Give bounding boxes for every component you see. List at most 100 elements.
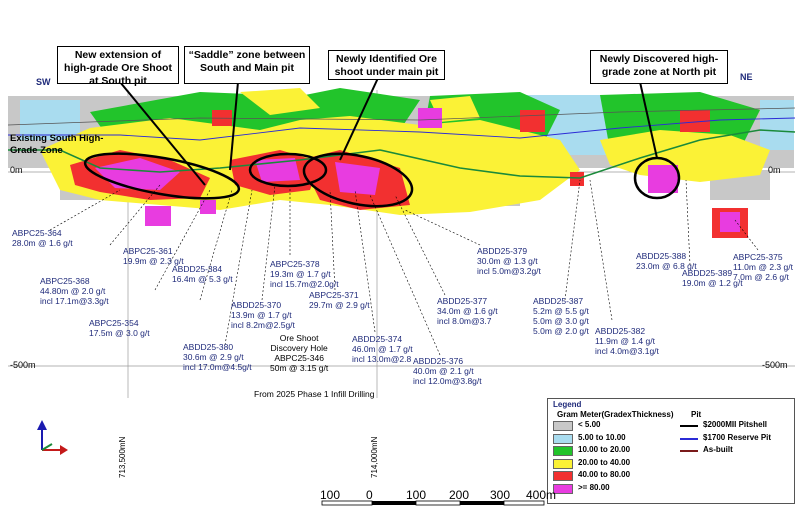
drill-hole-id: ABDD25-377 [437,296,488,306]
drill-hole-intercept: 34.0m @ 1.6 g/t [437,306,498,316]
drill-hole-label: ABPC25-375 11.0m @ 2.3 g/t 7.0m @ 2.6 g/t [733,252,793,282]
drill-hole-intercept: incl 17.0m@4.5g/t [183,362,252,372]
drill-hole-intercept: 5.0m @ 3.0 g/t [533,316,589,326]
drill-hole-id: ABDD25-387 [533,296,584,306]
callout-saddle-zone: “Saddle” zone between South and Main pit [184,46,310,84]
discovery-hole-label: Ore Shoot Discovery Hole ABPC25-346 50m @ 3… [270,333,328,373]
legend-swatch [553,458,573,469]
drill-hole-id: ABPC25-371 [309,290,359,300]
legend-grade-label: 10.00 to 20.00 [578,445,631,454]
drill-hole-label: ABDD25-376 40.0m @ 2.1 g/t incl 12.0m@3.8g… [413,356,482,386]
drill-hole-intercept: 40.0m @ 2.1 g/t [413,366,474,376]
program-note: From 2025 Phase 1 Infill Drilling [254,389,375,399]
drill-hole-id: ABPC25-375 [733,252,783,262]
legend-swatch [553,421,573,431]
drill-hole-intercept: 19.0m @ 1.2 g/t [682,278,743,288]
scale-tick-label: 100 [320,488,341,502]
legend-grade-label: 5.00 to 10.00 [578,432,626,442]
legend-grade-label: 20.00 to 40.00 [578,457,631,467]
drill-hole-intercept: 30.0m @ 1.3 g/t [477,256,538,266]
drill-hole-intercept: 13.9m @ 1.7 g/t [231,310,292,320]
legend-pit-label: $2000MII Pitshell [703,420,768,429]
legend-grade-label: 40.00 to 80.00 [578,470,631,479]
drill-hole-id: ABDD25-376 [413,356,464,366]
drill-hole-label: ABPC25-364 28.0m @ 1.6 g/t [12,228,73,248]
scale-tick-label: 200 [449,488,470,502]
elevation-500-right: -500m [762,360,788,370]
drill-hole-label: ABDD25-379 30.0m @ 1.3 g/t incl 5.0m@3.2g/… [477,246,541,276]
scale-tick-label: 100 [406,488,427,502]
drill-hole-id: ABPC25-378 [270,259,320,269]
legend-swatch [553,471,573,481]
drill-hole-intercept: 16.4m @ 5.3 g/t [172,274,233,284]
callout-main-ore-shoot: Newly Identified Ore shoot under main pi… [328,50,445,80]
legend: Legend Gram Meter(GradexThickness) Pit <… [547,398,795,504]
coord-mid-label: 714,000mN [370,436,379,478]
callout-south-extension: New extension of high-grade Ore Shoot at… [57,46,179,87]
drill-hole-intercept: 30.6m @ 2.9 g/t [183,352,244,362]
drill-hole-intercept: 19.3m @ 1.7 g/t [270,269,331,279]
drill-hole-intercept: 44.80m @ 2.0 g/t [40,286,106,296]
callout-north-zone: Newly Discovered high-grade zone at Nort… [590,50,728,84]
drill-hole-label: ABPC25-354 17.5m @ 3.0 g/t [89,318,150,338]
legend-pit-label: $1700 Reserve Pit [703,432,772,442]
legend-pit-line [680,437,698,440]
legend-grade-label: < 5.00 [578,420,601,429]
drill-hole-label: ABDD25-370 13.9m @ 1.7 g/t incl 8.2m@2.5g/… [231,300,295,330]
coord-left-label: 713,500mN [118,436,127,478]
drill-hole-id: ABDD25-379 [477,246,528,256]
drill-hole-intercept: incl 5.0m@3.2g/t [477,266,541,276]
legend-subtitle: Gram Meter(GradexThickness) [557,410,674,419]
drill-hole-intercept: 11.0m @ 2.3 g/t [733,262,793,272]
drill-hole-intercept: 19.9m @ 2.3 g/t [123,256,184,266]
scale-tick-label: 400m [526,488,557,502]
drill-hole-id: ABDD25-388 [636,251,687,261]
discovery-line: 50m @ 3.15 g/t [270,363,329,373]
orientation-arrows-icon [37,420,68,455]
drill-traces [49,179,759,356]
elevation-0-right: 0m [768,165,781,175]
drill-hole-intercept: incl 13.0m@2.8 [352,354,412,364]
sw-label: SW [36,77,51,87]
drill-hole-label: ABDD25-384 16.4m @ 5.3 g/t [172,264,233,284]
legend-pit-label: As-built [703,445,733,454]
zone-ellipses [83,152,681,208]
drill-hole-id: ABPC25-361 [123,246,173,256]
existing-zone-label: Existing South High-Grade Zone [10,133,104,156]
drill-hole-intercept: incl 8.2m@2.5g/t [231,320,295,330]
legend-grade-label: >= 80.00 [578,482,610,492]
drill-hole-intercept: 11.9m @ 1.4 g/t [595,336,655,346]
drill-hole-intercept: incl 4.0m@3.1g/t [595,346,659,356]
drill-hole-intercept: 17.5m @ 3.0 g/t [89,328,150,338]
drill-hole-label: ABDD25-380 30.6m @ 2.9 g/t incl 17.0m@4.5g… [183,342,252,372]
legend-pit-title: Pit [691,410,702,419]
drill-hole-id: ABDD25-370 [231,300,282,310]
callout-pointers [119,77,658,186]
drill-hole-id: ABDD25-380 [183,342,234,352]
drill-hole-intercept: incl 8.0m@3.7 [437,316,492,326]
drill-hole-label: ABDD25-374 46.0m @ 1.7 g/t incl 13.0m@2.8 [352,334,413,364]
legend-title: Legend [553,400,582,409]
elevation-0-left: 0m [10,165,23,175]
drill-hole-intercept: 5.2m @ 5.5 g/t [533,306,589,316]
drill-hole-label: ABDD25-388 23.0m @ 6.8 g/t [636,251,697,271]
ne-label: NE [740,72,753,82]
drill-hole-label: ABDD25-389 19.0m @ 1.2 g/t [682,268,743,288]
drill-hole-label: ABPC25-371 29.7m @ 2.9 g/t [309,290,370,310]
scale-bar [321,500,545,506]
drill-hole-intercept: 5.0m @ 2.0 g/t [533,326,589,336]
drill-hole-intercept: 28.0m @ 1.6 g/t [12,238,73,248]
legend-swatch [553,433,573,444]
drill-hole-intercept: 7.0m @ 2.6 g/t [733,272,789,282]
drill-hole-label: ABPC25-378 19.3m @ 1.7 g/t incl 15.7m@2.0g… [270,259,339,289]
drill-hole-label: ABPC25-361 19.9m @ 2.3 g/t [123,246,184,266]
elevation-500-left: -500m [10,360,36,370]
drill-hole-id: ABPC25-354 [89,318,139,328]
drill-hole-id: ABPC25-364 [12,228,62,238]
legend-swatch [553,446,573,456]
discovery-line: Discovery Hole [270,343,328,353]
drill-hole-label: ABPC25-368 44.80m @ 2.0 g/t incl 17.1m@3.3… [40,276,109,306]
drill-hole-label: ABDD25-387 5.2m @ 5.5 g/t 5.0m @ 3.0 g/t 5.… [533,296,589,336]
drill-hole-id: ABDD25-382 [595,326,646,336]
drill-hole-id: ABDD25-384 [172,264,223,274]
